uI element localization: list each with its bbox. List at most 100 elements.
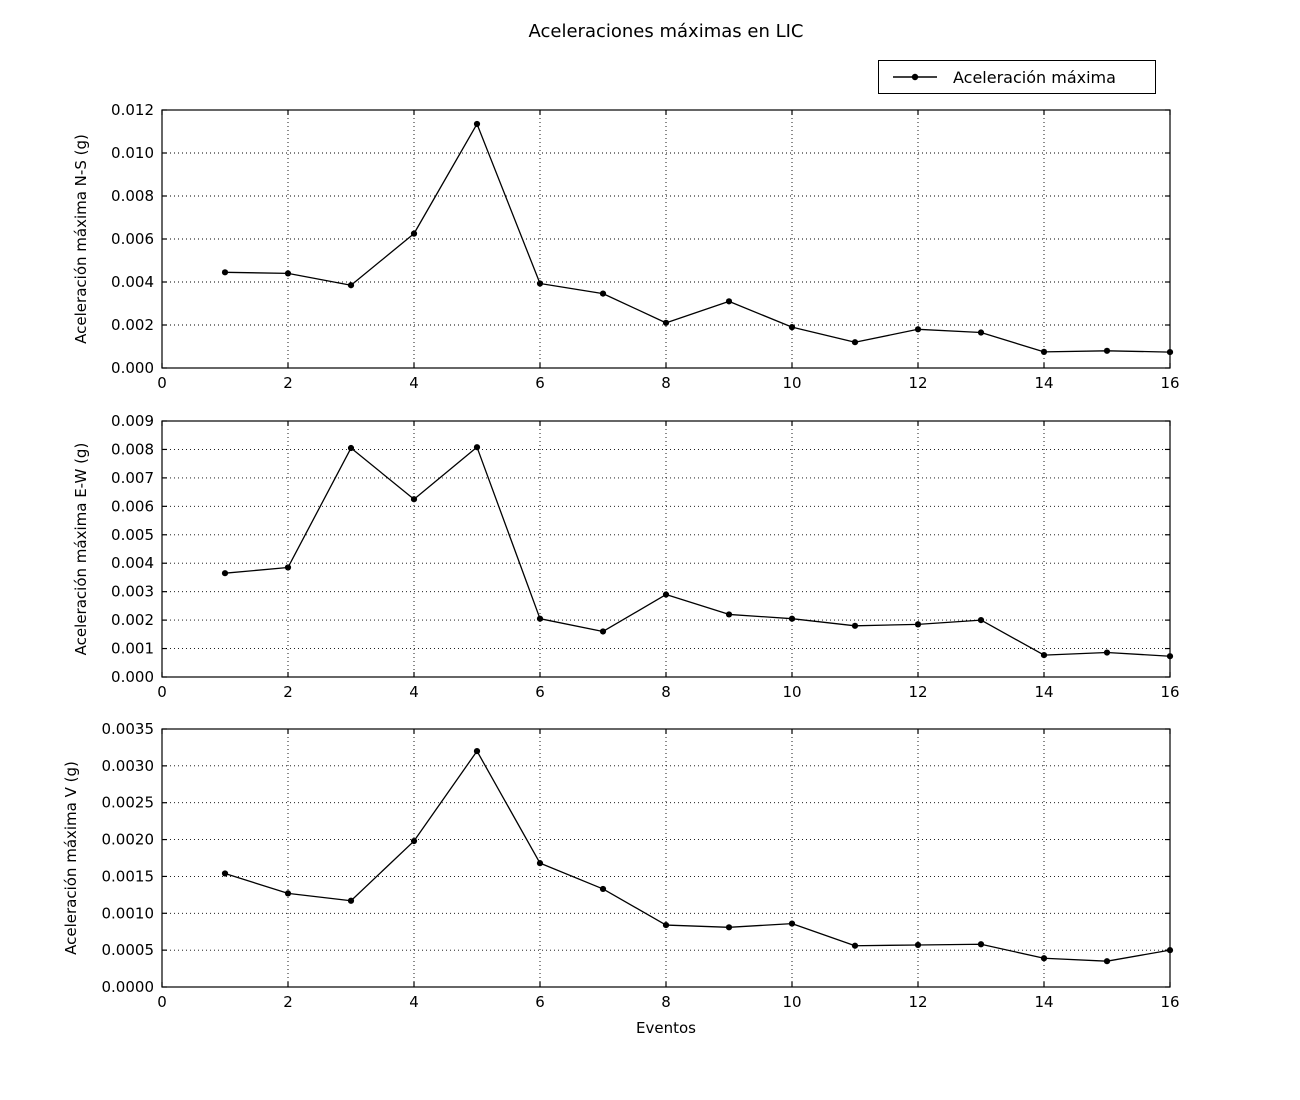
y-tick-label: 0.0020 xyxy=(102,831,155,849)
y-tick-label: 0.006 xyxy=(111,230,154,248)
x-tick-label: 4 xyxy=(409,374,419,392)
data-point xyxy=(1040,955,1048,962)
x-tick-label: 16 xyxy=(1160,374,1179,392)
data-point xyxy=(1040,651,1048,659)
data-point xyxy=(977,617,985,624)
y-tick-label: 0.002 xyxy=(111,316,154,334)
x-tick-label: 2 xyxy=(283,374,293,392)
legend: Aceleración máxima xyxy=(878,60,1156,94)
data-point xyxy=(599,628,607,635)
data-point xyxy=(599,885,607,893)
x-axis-label: Eventos xyxy=(636,1019,696,1037)
y-tick-label: 0.0010 xyxy=(102,904,155,922)
data-point xyxy=(977,941,985,948)
x-tick-label: 14 xyxy=(1034,993,1053,1011)
data-point xyxy=(284,564,292,571)
x-tick-label: 12 xyxy=(908,374,927,392)
chart-aceleracion-v: 0 2 4 6 8 10 12 14 16 0.0000 0.0005 0.0010 0.0015 0.0… xyxy=(62,720,1180,1011)
legend-line-marker-icon xyxy=(893,73,937,81)
data-point xyxy=(725,924,733,931)
data-point xyxy=(599,290,607,297)
y-axis-title: Aceleración máxima E-W (g) xyxy=(72,443,90,656)
x-tick-label: 8 xyxy=(661,374,671,392)
x-tick-label: 0 xyxy=(157,374,167,392)
data-point xyxy=(473,444,481,451)
data-point xyxy=(347,444,355,452)
data-point xyxy=(221,269,229,276)
data-point xyxy=(914,941,922,949)
data-point xyxy=(536,860,544,867)
x-tick-label: 2 xyxy=(283,683,293,701)
data-point xyxy=(410,496,418,503)
data-point xyxy=(473,748,481,755)
y-axis-title: Aceleración máxima N-S (g) xyxy=(72,134,90,344)
y-tick-label: 0.004 xyxy=(111,273,154,291)
data-line xyxy=(224,123,1171,353)
data-point xyxy=(851,622,859,629)
data-point xyxy=(536,280,544,287)
x-tick-label: 6 xyxy=(535,683,545,701)
y-tick-label: 0.005 xyxy=(111,526,154,544)
data-point xyxy=(347,282,355,289)
data-point xyxy=(788,615,796,622)
x-tick-label: 14 xyxy=(1034,683,1053,701)
x-tick-label: 10 xyxy=(782,993,801,1011)
y-tick-label: 0.000 xyxy=(111,359,154,377)
y-tick-label: 0.0025 xyxy=(102,794,155,812)
data-point xyxy=(221,570,229,577)
data-point xyxy=(914,621,922,628)
data-point xyxy=(1166,947,1174,954)
data-point xyxy=(788,324,796,331)
y-tick-label: 0.002 xyxy=(111,611,154,629)
x-tick-label: 4 xyxy=(409,993,419,1011)
data-point xyxy=(1166,348,1174,356)
y-tick-label: 0.0005 xyxy=(102,941,155,959)
y-tick-label: 0.008 xyxy=(111,440,154,458)
y-axis-title: Aceleración máxima V (g) xyxy=(62,761,80,955)
data-point xyxy=(347,897,355,904)
data-line xyxy=(224,750,1171,962)
x-tick-label: 14 xyxy=(1034,374,1053,392)
data-point xyxy=(662,319,670,326)
x-tick-label: 12 xyxy=(908,993,927,1011)
x-tick-label: 12 xyxy=(908,683,927,701)
y-tick-label: 0.003 xyxy=(111,583,154,601)
y-tick-label: 0.009 xyxy=(111,412,154,430)
y-tick-label: 0.0000 xyxy=(102,978,155,996)
data-point xyxy=(1166,653,1174,660)
data-point xyxy=(662,591,670,598)
y-tick-label: 0.000 xyxy=(111,668,154,686)
data-point xyxy=(536,615,544,622)
data-point xyxy=(788,920,796,927)
x-tick-label: 6 xyxy=(535,374,545,392)
y-tick-label: 0.006 xyxy=(111,497,154,515)
data-point xyxy=(851,942,859,949)
data-point xyxy=(851,339,859,346)
chart-aceleracion-ew: 0 2 4 6 8 10 12 14 16 0.000 0.001 0.002 0.003 0.004 0.… xyxy=(72,412,1180,701)
data-point xyxy=(725,298,733,305)
data-point xyxy=(977,329,985,336)
x-tick-label: 0 xyxy=(157,683,167,701)
chart-aceleracion-ns: 0 2 4 6 8 10 12 14 16 0.000 0.002 0.004 0.006 0.008 0.… xyxy=(72,101,1180,392)
data-point xyxy=(284,270,292,277)
y-tick-label: 0.0015 xyxy=(102,867,155,885)
y-tick-label: 0.007 xyxy=(111,469,154,487)
x-tick-label: 16 xyxy=(1160,683,1179,701)
x-tick-label: 10 xyxy=(782,374,801,392)
x-tick-label: 6 xyxy=(535,993,545,1011)
y-tick-label: 0.001 xyxy=(111,640,154,658)
x-tick-label: 16 xyxy=(1160,993,1179,1011)
data-point xyxy=(662,921,670,929)
y-tick-label: 0.0030 xyxy=(102,757,155,775)
data-point xyxy=(410,230,418,237)
data-point xyxy=(221,870,229,877)
data-point xyxy=(1103,347,1111,354)
x-tick-label: 0 xyxy=(157,993,167,1011)
data-line xyxy=(224,446,1171,657)
x-tick-label: 2 xyxy=(283,993,293,1011)
y-tick-label: 0.004 xyxy=(111,554,154,572)
data-point xyxy=(1103,649,1111,656)
data-point xyxy=(410,837,418,845)
data-point xyxy=(284,890,292,897)
